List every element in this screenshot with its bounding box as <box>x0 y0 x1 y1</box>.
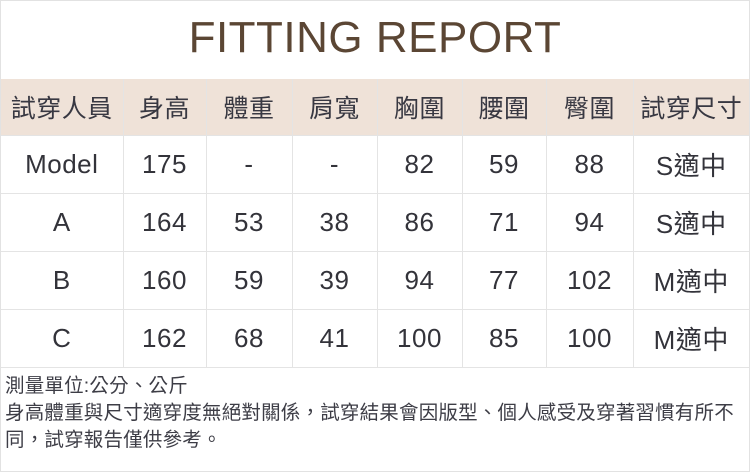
column-header-weight: 體重 <box>206 79 293 136</box>
cell-weight: 59 <box>206 251 293 310</box>
cell-shoulder: 41 <box>292 309 378 368</box>
page-title: FITTING REPORT <box>188 13 562 62</box>
column-header-person: 試穿人員 <box>1 79 124 136</box>
cell-person: A <box>1 193 124 252</box>
table-row: B 160 59 39 94 77 102 M適中 <box>1 251 749 310</box>
cell-size: M適中 <box>633 251 749 310</box>
cell-weight: 68 <box>206 309 293 368</box>
cell-person: Model <box>1 135 124 194</box>
cell-hip: 102 <box>546 251 634 310</box>
cell-person: B <box>1 251 124 310</box>
column-header-hip: 臀圍 <box>546 79 634 136</box>
table-header-row: 試穿人員 身高 體重 肩寬 胸圍 腰圍 臀圍 試穿尺寸 <box>1 79 749 136</box>
cell-shoulder: - <box>292 135 378 194</box>
cell-height: 175 <box>123 135 207 194</box>
cell-waist: 85 <box>462 309 547 368</box>
cell-waist: 77 <box>462 251 547 310</box>
cell-person: C <box>1 309 124 368</box>
cell-shoulder: 39 <box>292 251 378 310</box>
column-header-size: 試穿尺寸 <box>633 79 749 136</box>
cell-bust: 94 <box>377 251 463 310</box>
table-body: Model 175 - - 82 59 88 S適中 A 164 53 38 8… <box>1 135 749 368</box>
table-row: Model 175 - - 82 59 88 S適中 <box>1 135 749 194</box>
cell-height: 162 <box>123 309 207 368</box>
table-row: A 164 53 38 86 71 94 S適中 <box>1 193 749 252</box>
cell-size: S適中 <box>633 135 749 194</box>
table-header: 試穿人員 身高 體重 肩寬 胸圍 腰圍 臀圍 試穿尺寸 <box>1 79 749 136</box>
cell-hip: 94 <box>546 193 634 252</box>
column-header-height: 身高 <box>123 79 207 136</box>
cell-waist: 71 <box>462 193 547 252</box>
cell-weight: 53 <box>206 193 293 252</box>
cell-bust: 82 <box>377 135 463 194</box>
cell-bust: 100 <box>377 309 463 368</box>
cell-weight: - <box>206 135 293 194</box>
cell-hip: 88 <box>546 135 634 194</box>
cell-waist: 59 <box>462 135 547 194</box>
table-row: C 162 68 41 100 85 100 M適中 <box>1 309 749 368</box>
cell-height: 160 <box>123 251 207 310</box>
cell-bust: 86 <box>377 193 463 252</box>
footnote-units: 測量單位:公分、公斤 <box>5 375 188 397</box>
cell-size: S適中 <box>633 193 749 252</box>
fitting-report-table: 試穿人員 身高 體重 肩寬 胸圍 腰圍 臀圍 試穿尺寸 Model 175 - … <box>1 79 749 368</box>
footnote: 測量單位:公分、公斤 身高體重與尺寸適穿度無絕對關係，試穿結果會因版型、個人感受… <box>1 368 749 454</box>
cell-hip: 100 <box>546 309 634 368</box>
column-header-waist: 腰圍 <box>462 79 547 136</box>
cell-size: M適中 <box>633 309 749 368</box>
cell-shoulder: 38 <box>292 193 378 252</box>
cell-height: 164 <box>123 193 207 252</box>
column-header-shoulder: 肩寬 <box>292 79 378 136</box>
footnote-disclaimer: 身高體重與尺寸適穿度無絕對關係，試穿結果會因版型、個人感受及穿著習慣有所不同，試… <box>5 402 734 451</box>
column-header-bust: 胸圍 <box>377 79 463 136</box>
